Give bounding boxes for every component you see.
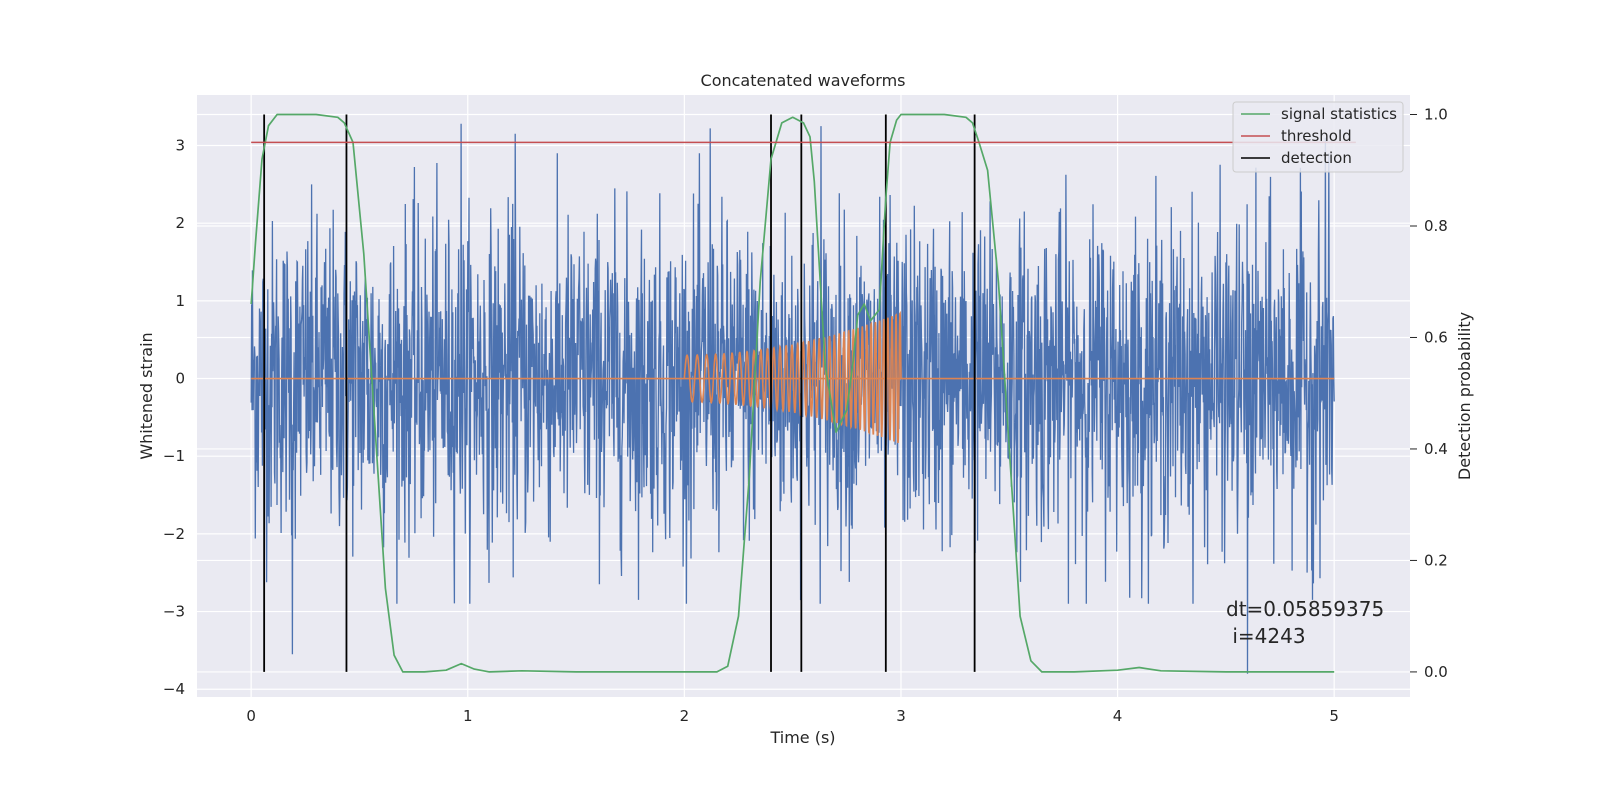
legend-box [1232,101,1404,173]
x-axis-label: Time (s) [769,728,835,747]
y2-tick-label: 0.8 [1424,217,1448,235]
signal-statistics-line [250,113,1335,673]
y2-tick-label: 0.6 [1424,328,1448,346]
strain-line [250,123,1335,674]
y-tick-label: 2 [175,214,185,232]
legend-label-threshold: threshold [1281,127,1352,145]
x-tick-label: 1 [463,707,473,725]
detection-lines [263,114,976,672]
annotation-i: i=4243 [1226,624,1306,648]
annotation-dt: dt=0.05859375 [1226,597,1384,621]
legend-label-detection: detection [1281,149,1352,167]
y-tick-label: 1 [175,292,185,310]
y2-tick-label: 0.4 [1424,440,1448,458]
x-tick-label: 3 [896,707,906,725]
injection-chirp [683,310,902,444]
x-tick-label: 2 [680,707,690,725]
strain-series [250,123,1335,674]
x-tick-label: 4 [1113,707,1123,725]
data-layer [250,113,1356,674]
signal-statistics-series [250,113,1335,673]
injection-series [251,310,1335,444]
y-tick-label: 3 [175,136,185,154]
legend: signal statistics threshold detection [1232,101,1404,173]
y2-tick-label: 1.0 [1424,106,1448,124]
y2-tick-label: 0.0 [1424,663,1448,681]
chart-title: Concatenated waveforms [701,71,906,90]
x-tick-label: 5 [1329,707,1339,725]
legend-label-signal-statistics: signal statistics [1281,105,1397,123]
y2-axis-label: Detection probability [1455,312,1474,480]
y-tick-label: −4 [163,680,185,698]
axis-ticks: 0 1 2 3 4 5 −4 −3 −2 −1 0 1 2 3 0.0 0.2 0.4 0.6 0.8 1.0 [163,106,1448,725]
y-axis-label: Whitened strain [137,332,156,459]
y-tick-label: −3 [163,603,185,621]
y2-tick-label: 0.2 [1424,551,1448,569]
y-tick-label: 0 [175,370,185,388]
y-tick-label: −2 [163,525,185,543]
x-tick-label: 0 [246,707,256,725]
y-tick-label: −1 [163,447,185,465]
